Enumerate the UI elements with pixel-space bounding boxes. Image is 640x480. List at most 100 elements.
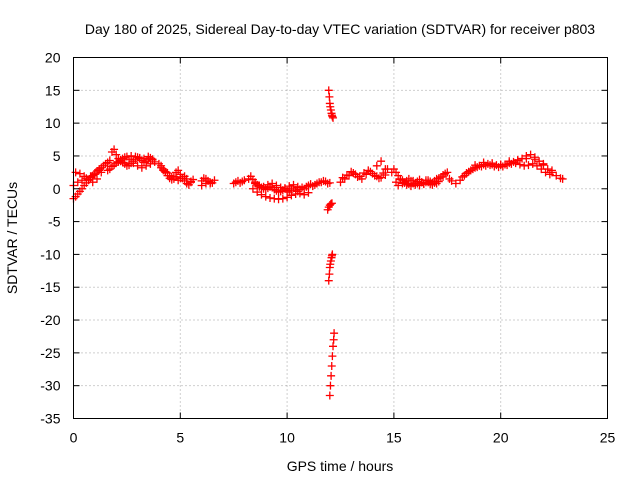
x-tick-label: 20 xyxy=(493,430,509,446)
data-point xyxy=(257,190,266,199)
data-point xyxy=(283,193,292,202)
data-point xyxy=(524,161,533,170)
data-point xyxy=(82,174,91,183)
x-tick-label: 15 xyxy=(386,430,402,446)
data-point xyxy=(552,171,561,180)
data-point xyxy=(73,178,82,187)
y-tick-label: 0 xyxy=(53,181,61,197)
data-point xyxy=(251,179,260,188)
data-point xyxy=(276,183,285,192)
data-point xyxy=(515,160,524,169)
data-point xyxy=(530,155,539,164)
data-point xyxy=(325,391,334,400)
data-point xyxy=(347,167,356,176)
data-point xyxy=(533,161,542,170)
data-point xyxy=(547,166,556,175)
data-point xyxy=(372,172,381,181)
data-point xyxy=(266,193,275,202)
data-point xyxy=(520,161,529,170)
data-point xyxy=(133,161,142,170)
data-point xyxy=(432,179,441,188)
data-point xyxy=(351,170,360,179)
data-point xyxy=(248,184,257,193)
data-point xyxy=(71,168,80,177)
data-point xyxy=(300,190,309,199)
data-point xyxy=(253,188,262,197)
data-point xyxy=(522,154,531,163)
y-tick-label: 15 xyxy=(45,82,61,98)
data-point xyxy=(280,184,289,193)
data-point xyxy=(255,181,264,190)
data-point xyxy=(142,161,151,170)
data-point xyxy=(368,169,377,178)
data-point xyxy=(537,165,546,174)
data-point xyxy=(163,169,172,178)
y-tick-label: 5 xyxy=(53,148,61,164)
data-point xyxy=(287,191,296,200)
data-point xyxy=(92,174,101,183)
data-point xyxy=(419,180,428,189)
data-point xyxy=(558,174,567,183)
data-point xyxy=(295,189,304,198)
data-point xyxy=(541,168,550,177)
data-point xyxy=(75,169,84,178)
data-point xyxy=(270,194,279,203)
grid xyxy=(73,57,608,419)
data-point xyxy=(139,154,148,163)
data-point xyxy=(526,150,535,159)
data-point xyxy=(411,180,420,189)
data-point xyxy=(364,166,373,175)
x-tick-label: 10 xyxy=(279,430,295,446)
data-point xyxy=(330,329,339,338)
data-point xyxy=(88,178,97,187)
data-point xyxy=(328,352,337,361)
x-tick-label: 25 xyxy=(600,430,616,446)
data-point xyxy=(398,179,407,188)
data-point xyxy=(86,172,95,181)
data-point xyxy=(144,152,153,161)
data-point xyxy=(415,181,424,190)
data-point xyxy=(329,113,338,122)
data-point xyxy=(274,195,283,204)
data-point xyxy=(439,172,448,181)
x-tick-label: 5 xyxy=(176,430,184,446)
plot-frame xyxy=(73,57,608,419)
data-point xyxy=(488,159,497,168)
data-point xyxy=(377,157,386,166)
data-point xyxy=(278,194,287,203)
y-tick-label: -25 xyxy=(40,345,60,361)
data-point xyxy=(406,182,415,191)
y-axis-label: SDTVAR / TECUs xyxy=(4,182,20,294)
data-point xyxy=(263,180,272,189)
data-point xyxy=(137,163,146,172)
data-point xyxy=(95,166,104,175)
data-point xyxy=(326,199,335,208)
data-point xyxy=(176,174,185,183)
data-point xyxy=(291,190,300,199)
data-point xyxy=(90,170,99,179)
data-point xyxy=(146,159,155,168)
data-point xyxy=(148,155,157,164)
data-point xyxy=(342,170,351,179)
data-point xyxy=(293,182,302,191)
data-point xyxy=(172,172,181,181)
data-point xyxy=(325,178,334,187)
data-point xyxy=(451,179,460,188)
data-point xyxy=(110,145,119,154)
data-point xyxy=(272,181,281,190)
data-point xyxy=(159,166,168,175)
data-point xyxy=(327,361,336,370)
data-point xyxy=(105,156,114,165)
data-point xyxy=(197,181,206,190)
y-tick-label: 10 xyxy=(45,115,61,131)
data-point xyxy=(206,178,215,187)
data-point xyxy=(304,188,313,197)
data-point xyxy=(535,157,544,166)
data-point xyxy=(186,177,195,186)
y-tick-label: -10 xyxy=(40,246,60,262)
data-point xyxy=(285,182,294,191)
data-point xyxy=(372,161,381,170)
x-tick-label: 0 xyxy=(70,430,78,446)
data-point xyxy=(471,161,480,170)
